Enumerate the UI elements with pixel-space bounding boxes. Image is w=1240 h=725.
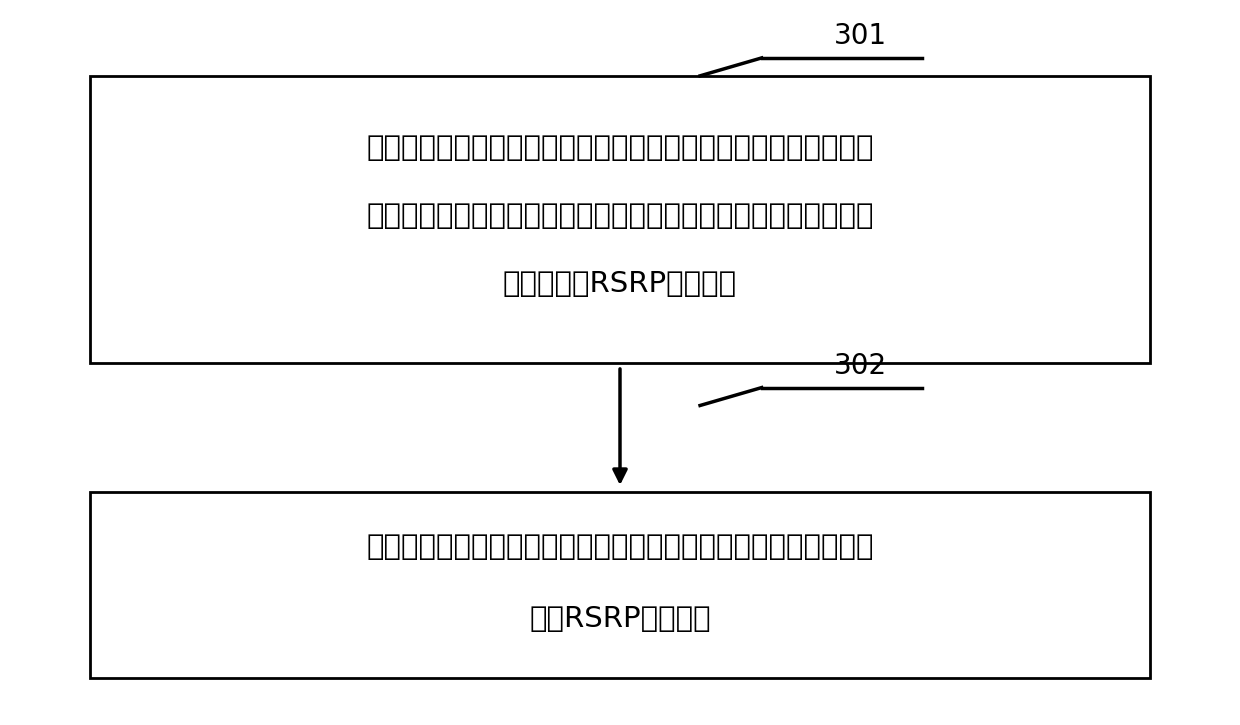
Text: 302: 302 [833,352,887,380]
Text: 上述终端处于连接状态时以第二预定时间为周期向上述接入网设备: 上述终端处于连接状态时以第二预定时间为周期向上述接入网设备 [366,534,874,561]
Text: 号接收功率RSRP测量消息: 号接收功率RSRP测量消息 [503,270,737,298]
Text: 发送RSRP测量消息: 发送RSRP测量消息 [529,605,711,633]
FancyBboxPatch shape [91,492,1149,678]
Text: 终端在进行附着流程中，接收来自接入网设备发送的指示消息，上: 终端在进行附着流程中，接收来自接入网设备发送的指示消息，上 [366,133,874,162]
Text: 301: 301 [833,22,887,51]
FancyBboxPatch shape [91,76,1149,362]
Text: 述指示消息用于指示终端处于连接状态时周期性上报物理层参考信: 述指示消息用于指示终端处于连接状态时周期性上报物理层参考信 [366,202,874,230]
